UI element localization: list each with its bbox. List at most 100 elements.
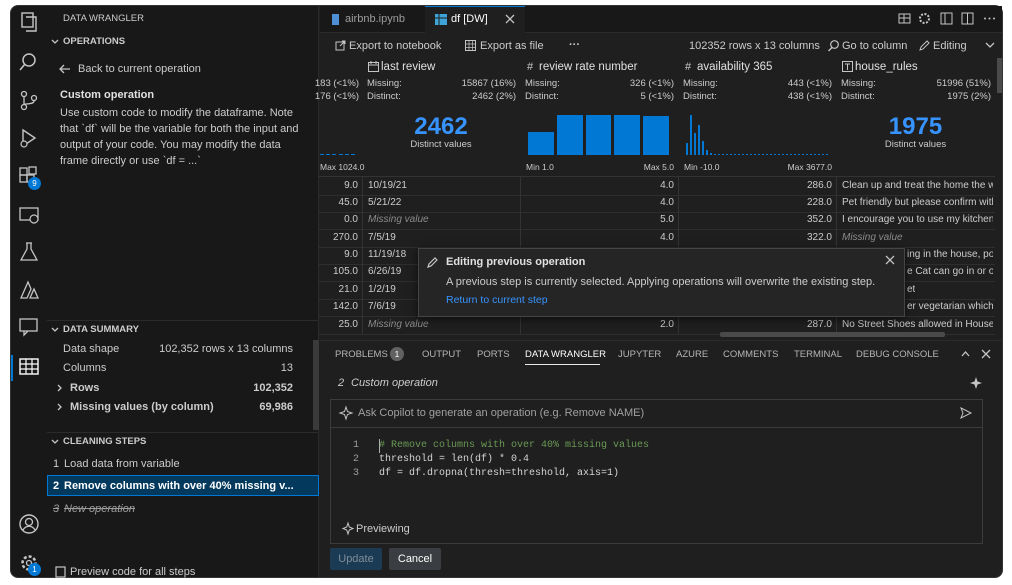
- cell: 6/26/19: [368, 266, 402, 277]
- panel-tab[interactable]: JUPYTER: [618, 349, 662, 360]
- panel-tab[interactable]: COMMENTS: [723, 349, 779, 360]
- tab-label[interactable]: airbnb.ipynb: [345, 13, 405, 25]
- activity-icon[interactable]: [19, 166, 39, 187]
- cell: 9.0: [344, 249, 358, 260]
- editor-action[interactable]: [961, 12, 974, 25]
- step-number[interactable]: 1: [53, 458, 60, 470]
- chevron[interactable]: [56, 384, 64, 392]
- activity-icon[interactable]: [19, 317, 39, 337]
- step-label[interactable]: Load data from variable: [64, 458, 180, 470]
- mode-button[interactable]: Editing: [933, 40, 967, 52]
- code-line[interactable]: threshold = len(df) * 0.4: [379, 454, 530, 465]
- activity-icon[interactable]: [19, 90, 39, 111]
- chevron[interactable]: [51, 438, 59, 446]
- histogram-bar: [332, 154, 337, 155]
- summary-label[interactable]: Rows: [70, 382, 100, 394]
- cell: 322.0: [806, 232, 832, 243]
- summary-label[interactable]: Missing values (by column): [70, 401, 214, 413]
- search-icon[interactable]: [828, 40, 839, 52]
- code-line[interactable]: # Remove columns with over 40% missing v…: [379, 440, 650, 451]
- panel-tab[interactable]: PORTS: [477, 349, 510, 360]
- editor-action[interactable]: [918, 12, 931, 25]
- table-icon[interactable]: [465, 40, 476, 51]
- step-number[interactable]: 3: [53, 503, 60, 515]
- distinct-count: 1975: [888, 113, 943, 140]
- preview-icon[interactable]: [55, 566, 66, 578]
- icon-shape: [29, 214, 39, 224]
- preview-link[interactable]: Preview code for all steps: [70, 566, 196, 578]
- button[interactable]: Update: [330, 548, 382, 570]
- step-title: Custom operation: [351, 377, 438, 389]
- activity-icon[interactable]: [19, 12, 39, 32]
- panel-tab[interactable]: AZURE: [676, 349, 709, 360]
- activity-icon[interactable]: [19, 205, 39, 225]
- copilot-placeholder[interactable]: Ask Copilot to generate an operation (e.…: [358, 407, 645, 419]
- histogram-bar: [762, 154, 764, 155]
- activity-icon[interactable]: [19, 52, 39, 72]
- tab-label[interactable]: df [DW]: [451, 13, 488, 25]
- panel-maximize[interactable]: [961, 351, 970, 357]
- icon-shape: [830, 40, 839, 49]
- back-arrow[interactable]: [59, 64, 71, 74]
- send-icon[interactable]: [960, 406, 973, 420]
- tab-close[interactable]: [505, 14, 515, 24]
- sparkle-icon[interactable]: [970, 377, 982, 389]
- step-number[interactable]: 2: [53, 480, 60, 492]
- stat-value: 1975 (2%): [947, 91, 991, 102]
- panel-tab[interactable]: TERMINAL: [794, 349, 843, 360]
- column-header[interactable]: review rate number: [539, 61, 638, 73]
- histogram-bar: [734, 154, 736, 155]
- chevron[interactable]: [56, 403, 64, 411]
- editor-action[interactable]: [983, 12, 996, 25]
- icon-shape: [57, 384, 62, 392]
- histogram-bar: [738, 154, 740, 155]
- account-icon[interactable]: [19, 514, 39, 534]
- editor-action[interactable]: [898, 12, 911, 25]
- icon-shape: [332, 14, 339, 25]
- section-heading[interactable]: OPERATIONS: [63, 36, 126, 47]
- panel-close[interactable]: [981, 349, 991, 359]
- status-label: Previewing: [356, 523, 410, 535]
- toolbar-button[interactable]: Export as file: [480, 40, 544, 52]
- pencil-icon[interactable]: [919, 40, 930, 51]
- icon-shape: [26, 16, 37, 32]
- export-icon[interactable]: [335, 40, 346, 51]
- section-heading[interactable]: CLEANING STEPS: [63, 436, 147, 447]
- toolbar-more[interactable]: ···: [569, 39, 580, 51]
- icon-shape: [435, 14, 447, 25]
- section-heading[interactable]: DATA SUMMARY: [63, 324, 139, 335]
- icon-shape: [19, 358, 39, 375]
- panel-tab[interactable]: OUTPUT: [422, 349, 462, 360]
- stat-value: 2462 (2%): [472, 91, 516, 102]
- editor-action[interactable]: [940, 12, 953, 25]
- cell: et: [907, 284, 916, 295]
- activity-icon[interactable]: [19, 128, 39, 148]
- column-header[interactable]: last review: [381, 61, 436, 73]
- popup-close[interactable]: [885, 255, 895, 265]
- column-header[interactable]: house_rules: [855, 61, 918, 73]
- activity-icon[interactable]: [19, 280, 40, 300]
- step-label[interactable]: New operation: [64, 503, 135, 515]
- activity-icon[interactable]: [19, 242, 39, 262]
- back-link[interactable]: Back to current operation: [78, 63, 201, 75]
- step-label[interactable]: Remove columns with over 40% missing v..…: [64, 480, 294, 492]
- histogram-bar: [690, 115, 692, 155]
- histogram-bar: [782, 154, 784, 155]
- mode-chevron[interactable]: [985, 42, 995, 49]
- panel-tab[interactable]: DEBUG CONSOLE: [856, 349, 939, 360]
- column-header[interactable]: availability 365: [697, 61, 773, 73]
- stat-value: 326 (<1%): [629, 78, 674, 89]
- chevron[interactable]: [51, 326, 59, 334]
- column-type-icon: #: [527, 61, 534, 73]
- icon-shape: [339, 40, 346, 47]
- code-line[interactable]: df = df.dropna(thresh=threshold, axis=1): [379, 468, 620, 479]
- button[interactable]: Cancel: [389, 548, 441, 570]
- chevron[interactable]: [51, 38, 59, 46]
- panel-tab[interactable]: DATA WRANGLER: [525, 349, 606, 360]
- data-wrangler-icon[interactable]: [19, 357, 39, 377]
- panel-tab[interactable]: PROBLEMS: [335, 349, 388, 360]
- toolbar-button[interactable]: Export to notebook: [349, 40, 442, 52]
- toolbar-button[interactable]: Go to column: [842, 40, 908, 52]
- popup-link[interactable]: Return to current step: [446, 294, 548, 306]
- stat-label: Distinct:: [841, 91, 875, 102]
